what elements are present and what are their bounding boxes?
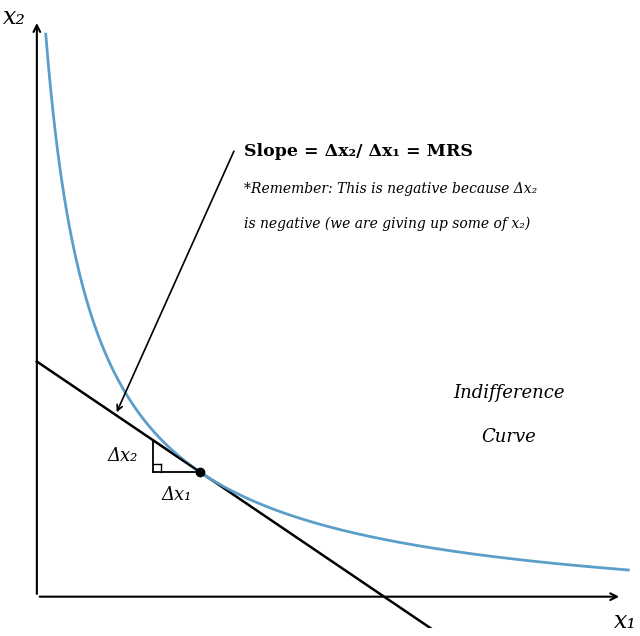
Text: x₁: x₁ [614,611,637,633]
Text: x₂: x₂ [3,6,26,29]
Text: Slope = Δx₂/ Δx₁ = MRS: Slope = Δx₂/ Δx₁ = MRS [244,143,474,160]
Text: Δx₂: Δx₂ [107,447,138,466]
Text: Indifference: Indifference [453,384,564,402]
Text: is negative (we are giving up some of x₂): is negative (we are giving up some of x₂… [244,217,531,231]
Text: Δx₁: Δx₁ [162,486,192,504]
Text: *Remember: This is negative because Δx₂: *Remember: This is negative because Δx₂ [244,183,538,197]
Text: Curve: Curve [481,428,536,446]
